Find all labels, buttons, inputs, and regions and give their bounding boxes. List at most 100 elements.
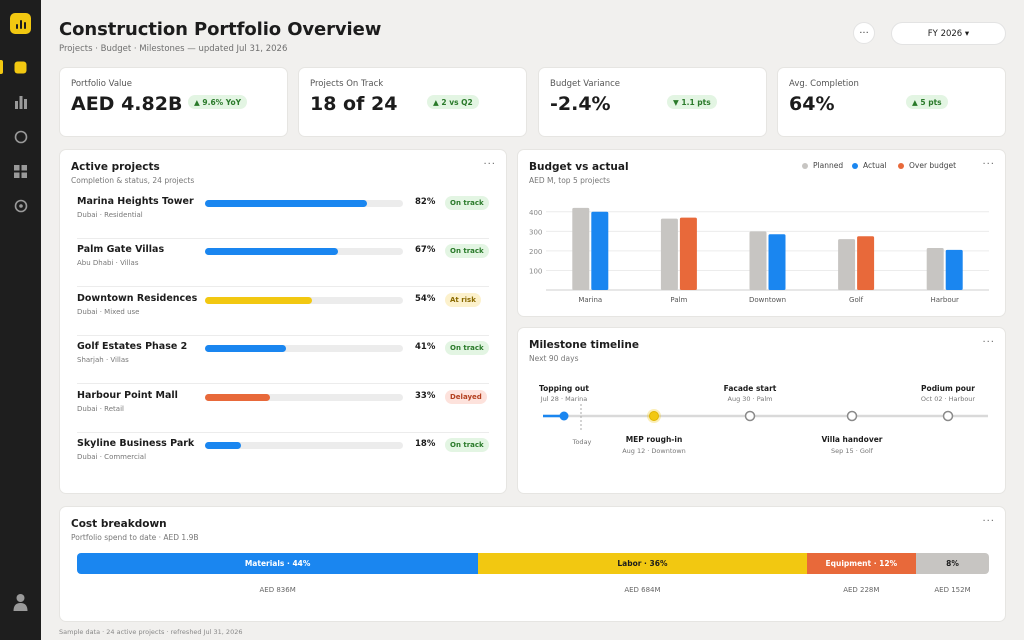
kpi-card-budget-variance: Budget Variance -2.4% ▼ 1.1 pts (538, 67, 767, 137)
circle-icon[interactable] (12, 128, 29, 145)
card-title: Cost breakdown (71, 518, 167, 530)
progress-fill (205, 200, 368, 207)
status-badge: At risk (445, 293, 481, 307)
active-projects-card: Active projects Completion & status, 24 … (59, 149, 507, 494)
page-subtitle: Projects · Budget · Milestones — updated… (59, 44, 288, 54)
progress-track (205, 297, 403, 304)
project-percent: 33% (415, 391, 436, 401)
bar-actual[interactable] (679, 217, 697, 290)
progress-track (205, 442, 403, 449)
card-title: Budget vs actual (529, 161, 629, 173)
kpi-label: Projects On Track (310, 79, 384, 89)
footer-note: Sample data · 24 active projects · refre… (59, 628, 243, 636)
legend-planned-swatch (802, 162, 808, 169)
card-subtitle: Next 90 days (529, 354, 579, 363)
progress-fill (205, 297, 312, 304)
milestone-dot (744, 410, 756, 422)
progress-fill (205, 442, 241, 449)
progress-fill (205, 345, 287, 352)
target-icon[interactable] (12, 197, 29, 214)
card-more-button[interactable]: ··· (982, 159, 995, 170)
bar-planned[interactable] (749, 231, 767, 290)
bar-planned[interactable] (838, 239, 856, 290)
cost-amount: AED 684M (624, 586, 661, 594)
y-tick-label: 400 (529, 209, 542, 217)
dashboard-icon[interactable] (12, 59, 29, 76)
project-name: Palm Gate Villas (77, 244, 165, 255)
more-options-button[interactable]: ··· (853, 22, 875, 44)
project-row[interactable]: Skyline Business Park Dubai · Commercial 1… (77, 433, 489, 481)
project-percent: 82% (415, 197, 436, 207)
cost-segment[interactable]: Equipment · 12% (806, 553, 917, 574)
project-name: Downtown Residences (77, 293, 198, 304)
milestone-detail: Aug 12 · Downtown (622, 447, 686, 455)
bar-actual[interactable] (945, 249, 963, 290)
project-location: Dubai · Mixed use (77, 308, 140, 316)
bar-actual[interactable] (768, 234, 786, 290)
milestone-name: Podium pour (921, 384, 975, 393)
kpi-delta-badge: ▼ 1.1 pts (667, 95, 717, 109)
kpi-value: AED 4.82B (71, 93, 183, 115)
today-label: Today (572, 438, 592, 446)
project-row[interactable]: Golf Estates Phase 2 Sharjah · Villas 41% O… (77, 336, 489, 384)
bar-planned[interactable] (926, 247, 944, 290)
progress-track (205, 394, 403, 401)
bar-actual[interactable] (591, 211, 609, 290)
legend-actual-swatch (852, 162, 858, 169)
project-name: Skyline Business Park (77, 438, 195, 449)
project-row[interactable]: Palm Gate Villas Abu Dhabi · Villas 67% On … (77, 239, 489, 287)
project-location: Abu Dhabi · Villas (77, 259, 139, 267)
cost-amount: AED 228M (843, 586, 880, 594)
project-percent: 54% (415, 294, 436, 304)
milestone-detail: Oct 02 · Harbour (920, 395, 976, 403)
cost-segment[interactable]: Labor · 36% (478, 553, 807, 574)
bar-planned[interactable] (660, 218, 678, 290)
cost-segment[interactable]: 8% (916, 553, 989, 574)
status-badge: Delayed (445, 390, 487, 404)
project-row[interactable]: Downtown Residences Dubai · Mixed use 54% A… (77, 288, 489, 336)
y-tick-label: 200 (529, 248, 542, 256)
sidebar (0, 0, 41, 640)
kpi-label: Avg. Completion (789, 79, 859, 89)
active-nav-indicator (0, 60, 3, 74)
cost-segment[interactable]: Materials · 44% (77, 553, 479, 574)
grid-icon[interactable] (12, 163, 29, 180)
project-percent: 67% (415, 245, 436, 255)
milestone-name: Topping out (539, 384, 589, 393)
bar-planned[interactable] (572, 207, 590, 290)
fiscal-year-select[interactable]: FY 2026 ▾ (891, 22, 1006, 45)
app-logo-icon[interactable] (10, 13, 31, 34)
x-tick-label: Downtown (749, 296, 786, 304)
x-tick-label: Golf (849, 296, 864, 304)
timeline-track (543, 404, 988, 431)
card-title: Milestone timeline (529, 339, 639, 351)
progress-track (205, 248, 403, 255)
bar-actual[interactable] (857, 236, 875, 290)
bar-chart-icon[interactable] (12, 93, 29, 110)
project-location: Dubai · Retail (77, 405, 124, 413)
progress-track (205, 345, 403, 352)
card-subtitle: Portfolio spend to date · AED 1.9B (71, 533, 199, 542)
kpi-card-portfolio-value: Portfolio Value AED 4.82B ▲ 9.6% YoY (59, 67, 288, 137)
kpi-card-avg-completion: Avg. Completion 64% ▲ 5 pts (777, 67, 1006, 137)
milestone-name: Facade start (723, 384, 777, 393)
kpi-label: Portfolio Value (71, 79, 133, 89)
kpi-value: 64% (789, 93, 835, 115)
project-row[interactable]: Marina Heights Tower Dubai · Residential 8… (77, 191, 489, 239)
project-percent: 18% (415, 439, 436, 449)
budget-chart: 100 200 300 400 Marina Palm Downtown Golf Harbou… (529, 207, 989, 304)
card-subtitle: AED M, top 5 projects (529, 176, 611, 185)
card-subtitle: Completion & status, 24 projects (71, 176, 195, 185)
card-more-button[interactable]: ··· (483, 159, 496, 170)
status-badge: On track (445, 196, 489, 210)
legend-planned-label: Planned (813, 161, 844, 170)
card-more-button[interactable]: ··· (982, 337, 995, 348)
milestone-name: MEP rough-in (625, 435, 683, 444)
status-badge: On track (445, 341, 489, 355)
legend-over-label: Over budget (909, 161, 957, 170)
card-more-button[interactable]: ··· (982, 516, 995, 527)
user-icon[interactable] (12, 593, 29, 611)
y-tick-label: 300 (529, 228, 542, 236)
x-tick-label: Harbour (930, 296, 959, 304)
project-row[interactable]: Harbour Point Mall Dubai · Retail 33% Delay… (77, 385, 489, 433)
